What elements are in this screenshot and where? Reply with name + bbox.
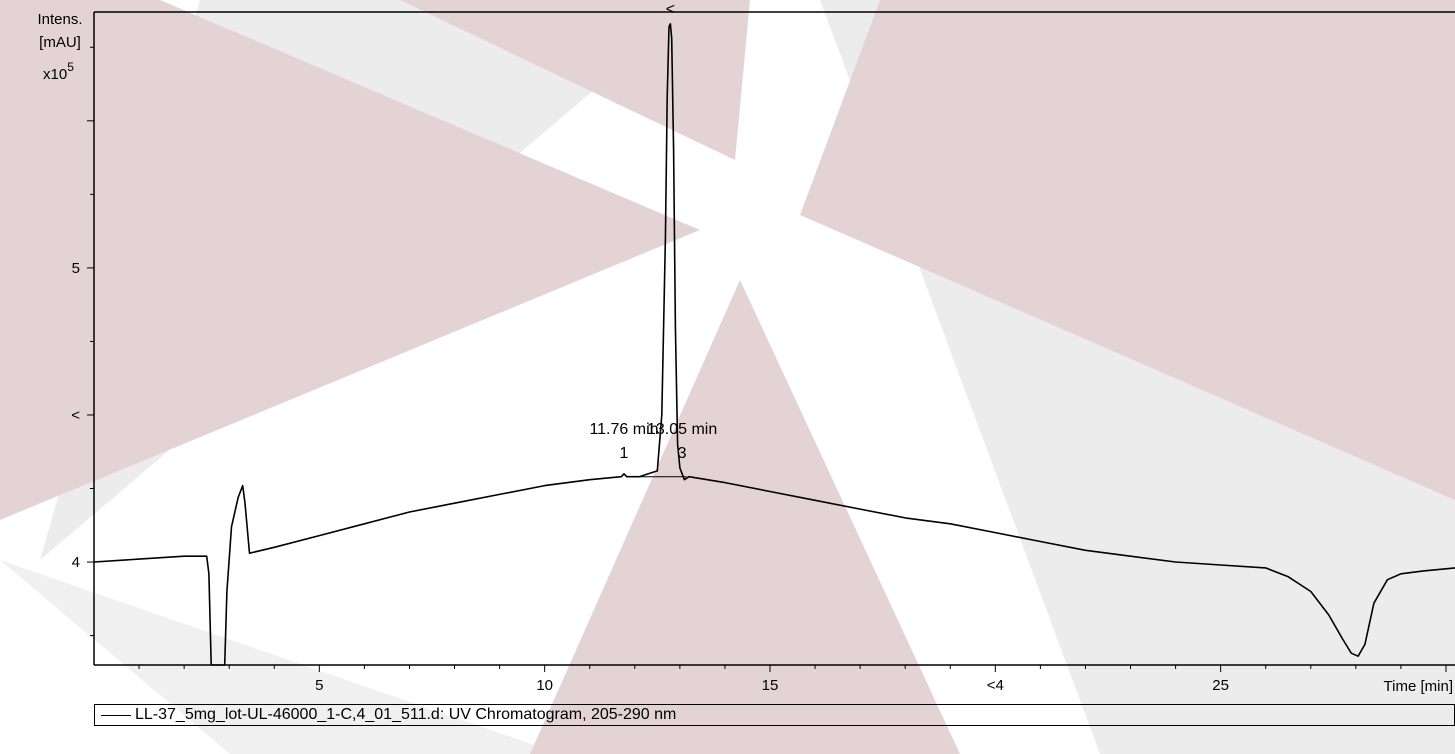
watermark-shape (0, 560, 560, 754)
watermark-shape (530, 280, 960, 754)
watermark-shape (0, 0, 700, 520)
watermark-shape (800, 0, 1455, 500)
x-axis-label: Time [min] (1384, 678, 1453, 695)
x-tick-label: 10 (536, 677, 553, 694)
y-axis-multiplier: x105 (43, 60, 74, 83)
y-tick-label: < (71, 407, 80, 424)
y-tick-label: 5 (72, 260, 80, 277)
x-tick-label: 5 (315, 677, 323, 694)
chart-legend: LL-37_5mg_lot-UL-46000_1-C,4_01_511.d: U… (94, 704, 1455, 726)
peak-number-label: < (666, 1, 675, 18)
watermark-shape (400, 0, 750, 160)
chart-ticks: 5 10 15 <4 25 4 <5 (71, 46, 1447, 694)
series-line-0 (93, 22, 1455, 666)
peak-time-label: 11.76 min (589, 421, 658, 438)
legend-line-swatch (101, 715, 131, 716)
x-tick-label: <4 (987, 677, 1004, 694)
y-axis-label-line-2: [mAU] (39, 34, 81, 51)
chart-series-layer (93, 22, 1455, 666)
y-tick-label: 4 (72, 554, 80, 571)
peak-time-label: 13.05 min (647, 421, 717, 438)
x-tick-label: 25 (1212, 677, 1229, 694)
legend-entry: LL-37_5mg_lot-UL-46000_1-C,4_01_511.d: U… (135, 706, 677, 723)
peak-number-label: 3 (678, 445, 687, 462)
x-tick-label: 15 (762, 677, 779, 694)
y-axis-label-line-1: Intens. (37, 11, 82, 28)
peak-number-label: 1 (620, 445, 629, 462)
